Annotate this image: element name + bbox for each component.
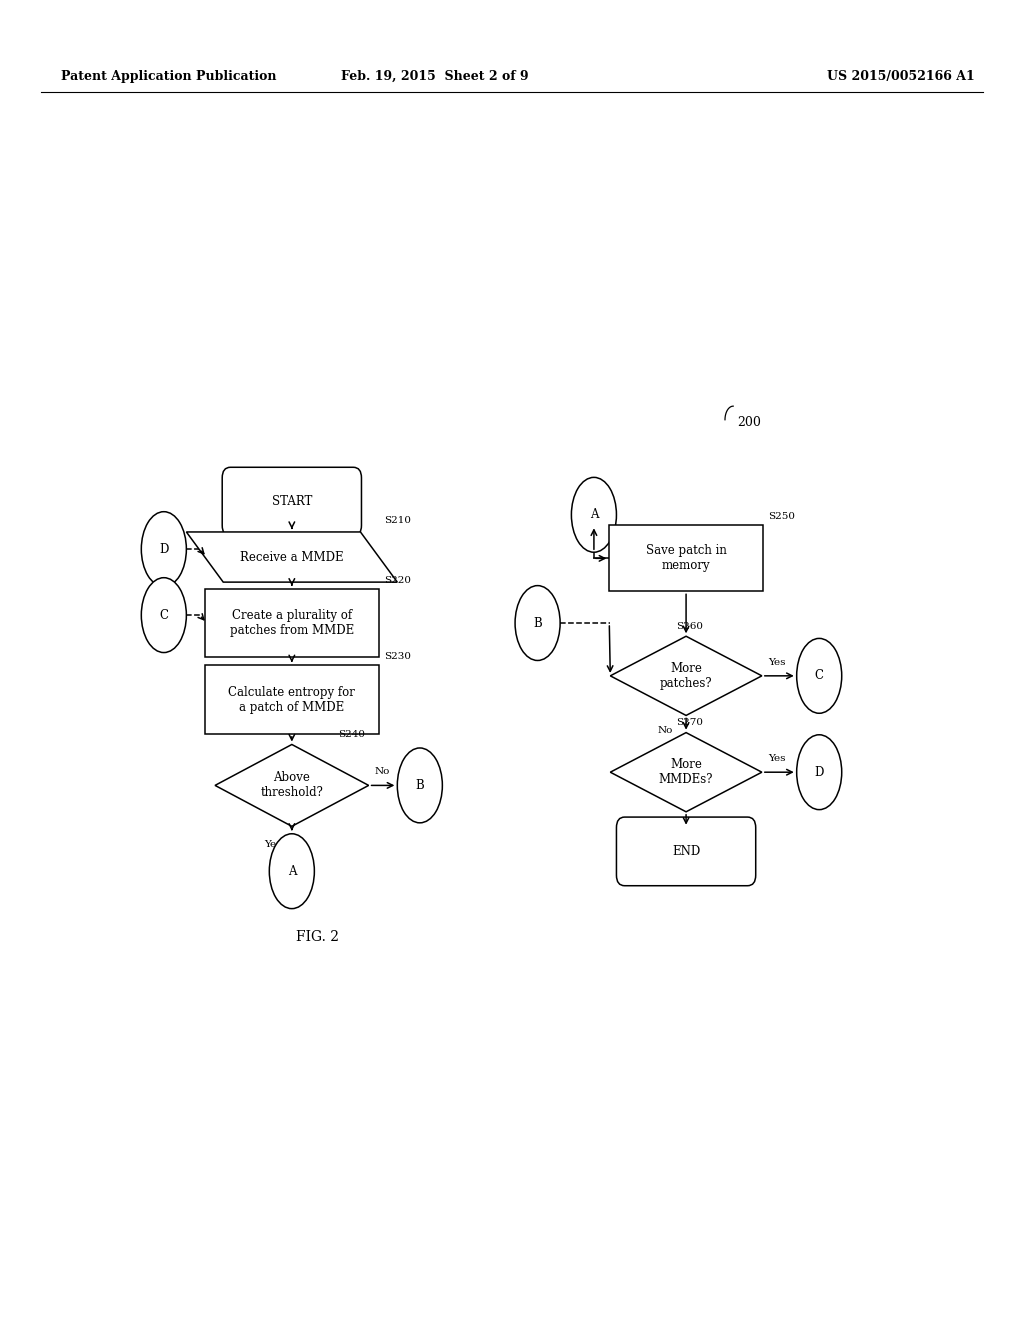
- Text: S270: S270: [676, 718, 702, 727]
- Text: No: No: [657, 822, 674, 832]
- Ellipse shape: [269, 834, 314, 908]
- Text: Yes: Yes: [768, 754, 785, 763]
- Text: S250: S250: [768, 512, 795, 521]
- Text: END: END: [672, 845, 700, 858]
- Text: B: B: [416, 779, 424, 792]
- Ellipse shape: [515, 586, 560, 660]
- Bar: [205, 665, 379, 734]
- Text: No: No: [657, 726, 674, 735]
- Ellipse shape: [141, 578, 186, 652]
- Text: S210: S210: [384, 516, 411, 525]
- Text: D: D: [159, 543, 169, 556]
- Text: Create a plurality of
patches from MMDE: Create a plurality of patches from MMDE: [229, 609, 354, 638]
- Text: B: B: [534, 616, 542, 630]
- Text: Receive a MMDE: Receive a MMDE: [240, 550, 344, 564]
- Bar: [609, 525, 763, 591]
- Text: Yes: Yes: [264, 840, 283, 849]
- Text: C: C: [815, 669, 823, 682]
- Text: S240: S240: [338, 730, 365, 739]
- Text: More
MMDEs?: More MMDEs?: [658, 758, 714, 787]
- Text: A: A: [288, 865, 296, 878]
- Text: S220: S220: [384, 576, 411, 585]
- Text: A: A: [590, 508, 598, 521]
- Text: Save patch in
memory: Save patch in memory: [646, 544, 726, 573]
- Text: Above
threshold?: Above threshold?: [260, 771, 324, 800]
- Polygon shape: [610, 733, 762, 812]
- Ellipse shape: [397, 748, 442, 822]
- Bar: [205, 589, 379, 657]
- Polygon shape: [610, 636, 762, 715]
- Text: 200: 200: [737, 416, 761, 429]
- Text: S230: S230: [384, 652, 411, 661]
- Ellipse shape: [797, 735, 842, 809]
- Text: Feb. 19, 2015  Sheet 2 of 9: Feb. 19, 2015 Sheet 2 of 9: [341, 70, 529, 83]
- Polygon shape: [215, 744, 369, 826]
- Polygon shape: [186, 532, 397, 582]
- Ellipse shape: [571, 478, 616, 552]
- Text: Yes: Yes: [768, 657, 785, 667]
- Ellipse shape: [141, 512, 186, 586]
- Text: C: C: [160, 609, 168, 622]
- Text: START: START: [271, 495, 312, 508]
- Text: S260: S260: [676, 622, 702, 631]
- Text: No: No: [375, 767, 390, 776]
- Text: Patent Application Publication: Patent Application Publication: [61, 70, 276, 83]
- Ellipse shape: [797, 639, 842, 713]
- Text: Calculate entropy for
a patch of MMDE: Calculate entropy for a patch of MMDE: [228, 685, 355, 714]
- FancyBboxPatch shape: [222, 467, 361, 536]
- Text: D: D: [814, 766, 824, 779]
- Text: FIG. 2: FIG. 2: [296, 931, 339, 944]
- Text: US 2015/0052166 A1: US 2015/0052166 A1: [827, 70, 975, 83]
- Text: More
patches?: More patches?: [659, 661, 713, 690]
- FancyBboxPatch shape: [616, 817, 756, 886]
